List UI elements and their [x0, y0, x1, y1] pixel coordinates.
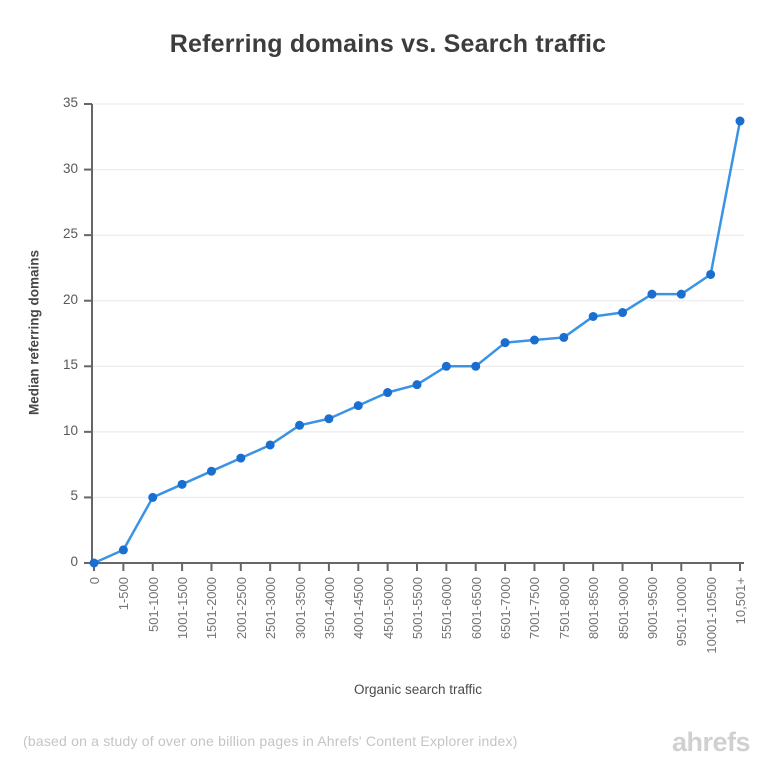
data-point-marker: [177, 479, 187, 489]
x-tick-label: 9001-9500: [644, 577, 660, 640]
y-tick-label: 5: [70, 488, 78, 504]
y-tick-label: 25: [62, 226, 78, 242]
plot-canvas: [84, 103, 745, 571]
x-tick-label: 10001-10500: [703, 577, 719, 654]
data-point-marker: [265, 440, 275, 450]
y-tick-label: 10: [62, 422, 78, 438]
x-tick-label: 4001-4500: [351, 577, 367, 640]
x-tick-label: 2001-2500: [233, 577, 249, 640]
ahrefs-logo: ahrefs: [671, 727, 751, 757]
x-tick-label: 5501-6000: [439, 577, 455, 640]
x-tick-label: 1501-2000: [204, 577, 220, 640]
x-tick-label: 8001-8500: [586, 577, 602, 640]
x-tick-label: 5001-5500: [410, 577, 425, 640]
x-tick-label: 8501-9000: [615, 577, 631, 640]
data-point-marker: [706, 269, 716, 279]
data-point-marker: [647, 289, 657, 299]
x-tick-label: 7001-7500: [527, 577, 543, 640]
data-point-marker: [353, 401, 363, 411]
y-tick-label: 30: [62, 160, 78, 176]
x-tick-label: 501-1000: [145, 577, 161, 632]
y-tick-label: 20: [62, 291, 78, 307]
x-tick-label: 9501-10000: [674, 577, 690, 647]
x-tick-label: 7501-8000: [556, 577, 572, 640]
data-point-marker: [500, 338, 510, 348]
x-tick-label: 1-500: [116, 577, 132, 611]
data-point-marker: [618, 308, 628, 318]
data-point-marker: [441, 361, 451, 371]
footer-note: (based on a study of over one billion pa…: [23, 733, 518, 749]
data-point-marker: [148, 492, 158, 502]
x-tick-label: 1001-1500: [175, 577, 191, 640]
x-tick-label: 10,501+: [733, 577, 748, 625]
x-tick-label: 6001-6500: [468, 577, 484, 640]
data-point-marker: [236, 453, 246, 463]
data-point-marker: [559, 332, 569, 342]
x-tick-label: 0: [87, 577, 102, 585]
data-line: [92, 119, 742, 565]
chart-title: Referring domains vs. Search traffic: [169, 30, 607, 58]
x-tick-label: 4501-5000: [380, 577, 396, 640]
x-tick-label: 3001-3500: [292, 577, 308, 640]
data-point-marker: [89, 558, 99, 568]
data-point-marker: [206, 466, 216, 476]
data-point-marker: [529, 335, 539, 345]
y-tick-label: 0: [70, 554, 78, 569]
data-point-marker: [735, 116, 745, 126]
data-point-marker: [295, 420, 305, 430]
data-point-marker: [118, 545, 128, 555]
x-tick-label: 2501-3000: [263, 577, 279, 640]
data-point-marker: [588, 311, 598, 321]
y-tick-label: 35: [62, 95, 78, 110]
data-point-marker: [676, 289, 686, 299]
data-point-marker: [412, 380, 422, 390]
data-point-marker: [383, 388, 393, 398]
y-axis-title: Median referring domains: [26, 249, 42, 416]
x-tick-label: 3501-4000: [321, 577, 337, 640]
data-point-marker: [324, 414, 334, 424]
x-axis-title: Organic search traffic: [353, 682, 483, 697]
x-tick-label: 6501-7000: [498, 577, 514, 640]
y-tick-label: 15: [62, 357, 78, 373]
data-point-marker: [471, 361, 481, 371]
